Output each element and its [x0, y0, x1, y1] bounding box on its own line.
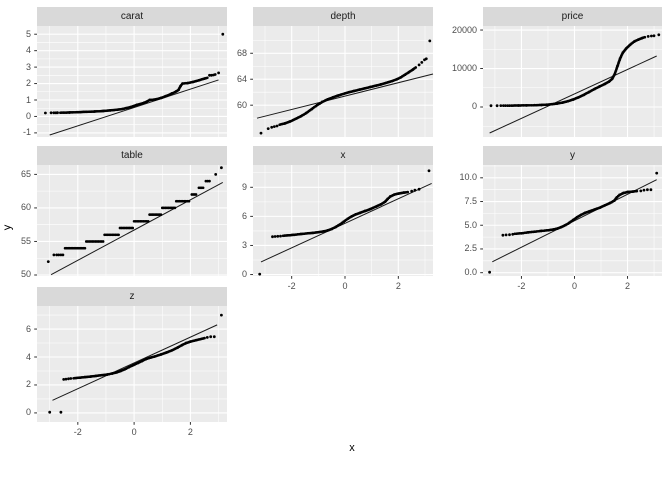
y-tick-label: 20000: [451, 24, 477, 35]
minor-gridlines: [483, 26, 662, 137]
facet-strip-depth: depth: [253, 7, 433, 26]
qq-reference-line: [489, 55, 657, 134]
y-tick-label: 10000: [451, 63, 477, 73]
y-tick-label: 2: [25, 78, 31, 89]
y-tick-label: 5.0: [464, 219, 477, 230]
facet-strip-z: z: [37, 287, 227, 306]
y-tick-label: 9: [241, 181, 247, 192]
qq-reference-line: [260, 182, 432, 263]
facet-panel-y: [480, 165, 662, 279]
facet-panel-carat: [34, 26, 227, 137]
qq-reference-line: [52, 324, 218, 401]
y-tick-label: 6: [25, 323, 31, 334]
qq-points: [489, 33, 661, 108]
major-gridlines: [483, 26, 662, 137]
y-tick-label: 4: [25, 351, 31, 362]
y-tick-label: 0.0: [464, 267, 477, 278]
axis-tick-marks: [34, 33, 37, 134]
y-tick-label: 60: [20, 202, 31, 213]
major-gridlines: [253, 26, 433, 137]
minor-gridlines: [483, 165, 662, 276]
y-tick-label: 4: [25, 45, 31, 56]
qq-reference-line: [50, 181, 224, 276]
axis-tick-marks: [250, 186, 399, 279]
x-tick-label: -2: [517, 281, 526, 291]
y-tick-label: 68: [236, 47, 247, 58]
minor-gridlines: [37, 26, 227, 137]
x-tick-label: 0: [131, 427, 137, 437]
x-tick-label: 2: [395, 281, 401, 291]
facet-label: depth: [330, 10, 356, 22]
y-tick-label: 10.0: [459, 172, 477, 183]
qq-reference-line: [49, 79, 219, 136]
panel-background: [253, 26, 433, 137]
y-tick-label: 6: [241, 210, 247, 221]
y-tick-label: 65: [20, 168, 31, 179]
qq-reference-line: [256, 73, 434, 119]
y-tick-label: 0: [25, 110, 31, 121]
y-tick-label: 0: [25, 407, 31, 418]
y-tick-label: 0: [471, 101, 477, 112]
major-gridlines: [37, 165, 227, 276]
qq-points: [48, 313, 223, 414]
y-tick-label: 0: [241, 269, 247, 280]
x-tick-label: 2: [625, 281, 631, 291]
panel-background: [483, 26, 662, 137]
axis-tick-marks: [480, 29, 483, 108]
qq-points: [488, 171, 659, 274]
x-tick-label: 2: [187, 427, 193, 437]
x-tick-label: -2: [287, 281, 296, 291]
y-tick-label: -1: [22, 127, 31, 138]
minor-gridlines: [37, 306, 227, 422]
facet-panel-depth: [250, 26, 434, 137]
qq-reference-line: [492, 179, 657, 263]
panel-background: [37, 165, 227, 276]
major-gridlines: [253, 165, 433, 276]
facet-panel-table: [34, 165, 227, 276]
y-tick-label: 60: [236, 99, 247, 110]
y-tick-label: 50: [20, 269, 31, 280]
y-tick-label: 7.5: [464, 196, 477, 207]
x-tick-label: 0: [342, 281, 348, 291]
facet-label: x: [340, 149, 346, 161]
y-tick-label: 2: [25, 379, 31, 390]
minor-gridlines: [253, 165, 433, 276]
x-axis-title: x: [349, 442, 355, 454]
y-tick-label: 55: [20, 235, 31, 246]
facet-panel-x: [250, 165, 433, 279]
panel-background: [253, 165, 433, 276]
facet-strip-carat: carat: [37, 7, 227, 26]
y-tick-label: 2.5: [464, 243, 477, 254]
facet-strip-price: price: [483, 7, 662, 26]
facet-strip-y: y: [483, 146, 662, 165]
qq-points: [258, 169, 431, 276]
x-tick-label: -2: [73, 427, 82, 437]
facet-label: y: [570, 149, 575, 161]
y-tick-label: 3: [241, 239, 247, 250]
y-tick-label: 5: [25, 28, 31, 39]
facet-label: price: [561, 10, 584, 22]
facet-label: z: [129, 290, 135, 302]
facet-label: table: [121, 149, 143, 161]
facet-panel-price: [480, 26, 662, 137]
qq-points: [46, 166, 223, 263]
qq-points: [44, 32, 225, 115]
major-gridlines: [483, 165, 662, 276]
y-tick-label: 3: [25, 61, 31, 72]
axis-tick-marks: [34, 173, 37, 276]
facet-panel-z: [34, 306, 227, 425]
minor-gridlines: [37, 165, 227, 276]
axis-tick-marks: [34, 328, 191, 425]
qq-points: [259, 39, 432, 135]
facet-strip-table: table: [37, 146, 227, 165]
minor-gridlines: [253, 26, 433, 137]
facet-strip-x: x: [253, 146, 433, 165]
axis-tick-marks: [480, 177, 629, 279]
x-tick-label: 0: [571, 281, 577, 291]
y-tick-label: 64: [236, 73, 247, 84]
facet-label: carat: [120, 10, 144, 22]
axis-tick-marks: [250, 52, 253, 106]
y-tick-label: 1: [25, 94, 31, 105]
